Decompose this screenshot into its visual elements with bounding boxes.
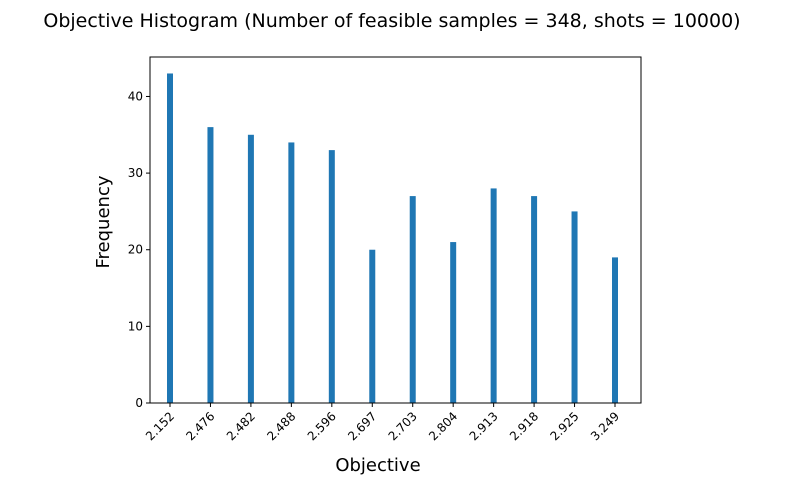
bar-2.488 <box>288 142 295 403</box>
x-tick-label: 2.488 <box>264 409 298 443</box>
bar-2.918 <box>531 196 538 403</box>
bar-2.596 <box>328 150 335 403</box>
x-tick-label: 3.249 <box>588 409 622 443</box>
bar-2.703 <box>409 196 416 403</box>
y-tick-label: 0 <box>135 396 143 410</box>
bar-2.476 <box>207 127 214 403</box>
bars-group <box>167 73 618 403</box>
chart-title: Objective Histogram (Number of feasible … <box>43 10 740 32</box>
x-tick-label: 2.596 <box>305 409 339 443</box>
bar-2.925 <box>571 211 578 403</box>
bar-2.913 <box>490 188 497 403</box>
y-tick-label: 10 <box>128 319 143 333</box>
x-tick-label: 2.918 <box>507 409 541 443</box>
x-tick-label: 2.913 <box>467 409 501 443</box>
bar-2.697 <box>369 249 376 403</box>
y-tick-label: 20 <box>128 243 143 257</box>
x-tick-label: 2.703 <box>386 409 420 443</box>
bar-2.152 <box>167 73 173 403</box>
y-axis-label: Frequency <box>93 175 114 268</box>
x-tick-label: 2.482 <box>224 409 258 443</box>
x-axis: 2.152 2.476 2.482 2.488 2.596 2.697 2.703 2.804… <box>143 403 622 443</box>
bar-2.804 <box>450 242 457 403</box>
x-tick-label: 2.925 <box>547 409 581 443</box>
bar-2.482 <box>247 134 254 403</box>
x-tick-label: 2.804 <box>426 409 460 443</box>
plot-frame <box>149 56 642 404</box>
x-tick-label: 2.152 <box>143 409 177 443</box>
x-tick-label: 2.476 <box>183 409 217 443</box>
y-axis: 0 10 20 30 40 <box>128 89 150 410</box>
x-axis-label: Objective <box>335 455 420 476</box>
bar-3.249 <box>612 257 618 403</box>
y-tick-label: 30 <box>128 166 143 180</box>
y-tick-label: 40 <box>128 89 143 103</box>
x-tick-label: 2.697 <box>345 409 379 443</box>
